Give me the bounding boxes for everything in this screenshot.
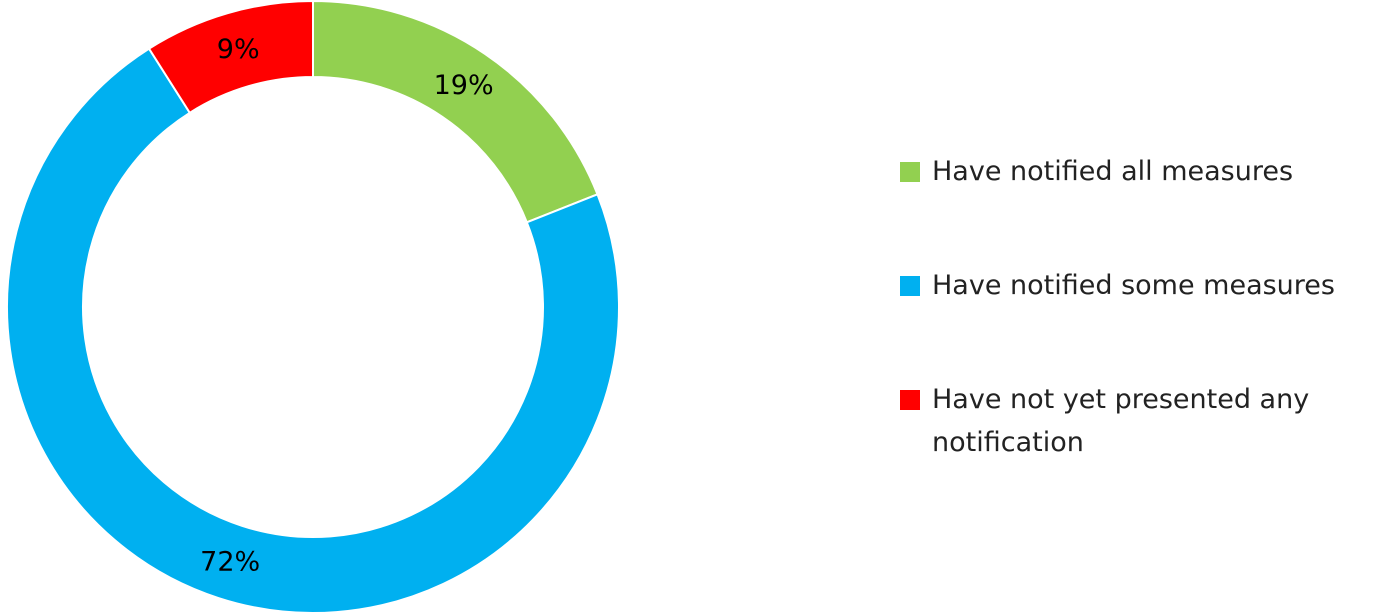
chart-slices: [6, 0, 620, 613]
slice-all-measures: [312, 0, 599, 224]
legend-swatch-all-measures: [900, 162, 920, 182]
legend-item-all-measures: Have notified all measures: [900, 150, 1380, 193]
legend-label-all-measures: Have notified all measures: [932, 156, 1294, 187]
slice-some-measures: [6, 47, 620, 613]
doughnut-chart: 19% 72% 9%: [6, 0, 620, 613]
legend-swatch-some-measures: [900, 276, 920, 296]
data-label-no-notification: 9%: [217, 34, 260, 65]
legend-swatch-no-notification: [900, 390, 920, 410]
slice-no-notification: [147, 0, 314, 115]
chart-data-labels: 19% 72% 9%: [200, 34, 493, 577]
legend-item-no-notification: Have not yet presented any notification: [900, 378, 1380, 464]
data-label-some-measures: 72%: [200, 546, 260, 577]
legend-label-some-measures: Have notified some measures: [932, 270, 1335, 301]
chart-legend: Have notified all measures Have notified…: [900, 150, 1380, 464]
legend-item-some-measures: Have notified some measures: [900, 264, 1380, 307]
data-label-all-measures: 19%: [434, 70, 494, 101]
legend-label-no-notification: Have not yet presented any notification: [932, 384, 1310, 458]
